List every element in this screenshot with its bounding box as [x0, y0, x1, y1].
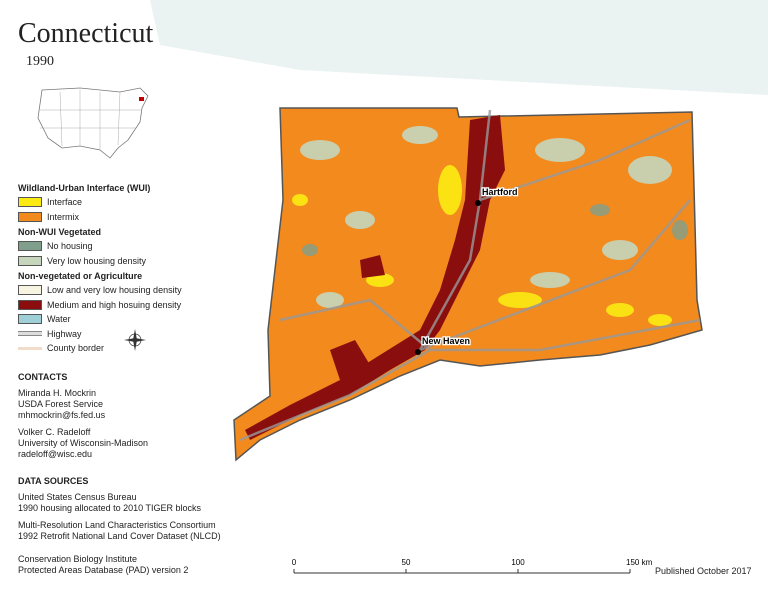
contact-line: radeloff@wisc.edu: [18, 448, 93, 459]
contact-line: University of Wisconsin-Madison: [18, 437, 149, 448]
legend-swatch: [18, 255, 42, 266]
legend-label: Water: [47, 314, 71, 325]
legend-swatch: [18, 241, 42, 252]
legend-item: Very low housing density: [18, 254, 268, 269]
contact-line: USDA Forest Service: [18, 398, 104, 409]
legend-section-title: Wildland-Urban Interface (WUI): [18, 183, 151, 193]
scale-label: 0: [292, 558, 297, 567]
legend-line-item: Highway: [18, 327, 268, 342]
legend-label: County border: [47, 343, 105, 354]
data-source-line: Protected Areas Database (PAD) version 2: [18, 564, 189, 575]
legend-label: Highway: [47, 328, 82, 339]
data-source-line: Multi-Resolution Land Characteristics Co…: [18, 519, 216, 530]
legend-swatch: [18, 285, 42, 296]
legend-label: Interface: [47, 197, 83, 208]
legend-section-title: Non-WUI Vegetated: [18, 227, 102, 237]
legend-label: Very low housing density: [47, 255, 147, 266]
legend-item: Low and very low housing density: [18, 283, 268, 298]
legend-item: Intermix: [18, 210, 268, 225]
city-dot: [415, 349, 421, 355]
city-label: Hartford: [482, 187, 518, 197]
scale-label: 50: [402, 558, 411, 567]
city-label: New Haven: [422, 336, 470, 346]
data-source-line: Conservation Biology Institute: [18, 553, 138, 564]
legend-swatch: [18, 197, 42, 208]
data-source: Multi-Resolution Land Characteristics Co…: [18, 520, 268, 542]
scale-label: 150 km: [626, 558, 653, 567]
contact: Volker C. Radeloff University of Wisconsi…: [18, 427, 268, 460]
legend-line-swatch: [18, 346, 42, 350]
legend-item: Water: [18, 312, 268, 327]
legend-item: Interface: [18, 195, 268, 210]
legend-section-title: Non-vegetated or Agriculture: [18, 271, 143, 281]
data-source: United States Census Bureau 1990 housing …: [18, 492, 268, 514]
year: 1990: [26, 54, 54, 69]
side-panel: Wildland-Urban Interface (WUI) Interface I…: [18, 180, 268, 576]
legend-line-item: County border: [18, 341, 268, 356]
us-inset: [37, 87, 149, 159]
legend-label: Medium and high hosuing density: [47, 299, 182, 310]
data-source-line: United States Census Bureau: [18, 491, 137, 502]
legend-swatch: [18, 314, 42, 325]
legend-label: Intermix: [47, 211, 80, 222]
contact: Miranda H. Mockrin USDA Forest Service mhm…: [18, 388, 268, 421]
title: Connecticut: [18, 18, 154, 49]
city-dot: [475, 200, 481, 206]
contact-line: Miranda H. Mockrin: [18, 387, 97, 398]
legend-label: No housing: [47, 241, 93, 252]
data-sources-title: DATA SOURCES: [18, 475, 89, 486]
contact-line: Volker C. Radeloff: [18, 426, 91, 437]
contacts-title: CONTACTS: [18, 371, 68, 382]
legend-item: Medium and high hosuing density: [18, 298, 268, 313]
connecticut: [233, 107, 703, 462]
data-source-line: 1990 housing allocated to 2010 TIGER blo…: [18, 502, 201, 513]
compass: [124, 329, 146, 351]
legend-label: Low and very low housing density: [47, 285, 182, 296]
data-source: Conservation Biology Institute Protected …: [18, 554, 268, 576]
legend-item: No housing: [18, 239, 268, 254]
legend-swatch: [18, 211, 42, 222]
data-source-line: 1992 Retrofit National Land Cover Datase…: [18, 530, 221, 541]
published: Published October 2017: [655, 566, 752, 576]
legend-swatch: [18, 299, 42, 310]
background-band: [150, 0, 768, 95]
scale-label: 100: [511, 558, 525, 567]
legend-line-swatch: [18, 331, 42, 337]
contact-line: mhmockrin@fs.fed.us: [18, 409, 106, 420]
